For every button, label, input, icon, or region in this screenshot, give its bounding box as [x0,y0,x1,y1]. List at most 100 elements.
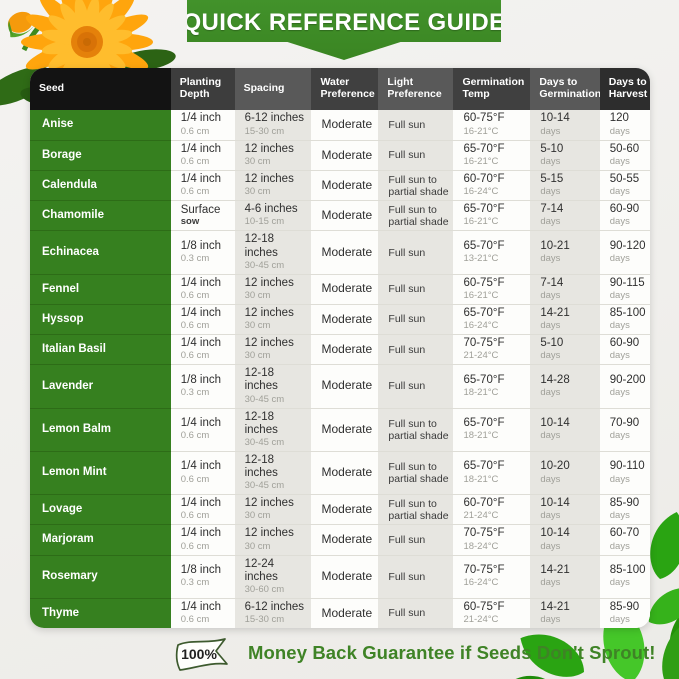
cell-water-preference: Moderate [311,110,379,140]
cell-germination-temp: 65-70°F 13-21°C [453,230,531,274]
cell-germination-temp: 65-70°F 16-24°C [453,303,531,334]
cell-spacing: 6-12 inches 15-30 cm [234,110,312,140]
cell-planting-depth: 1/4 inch 0.6 cm [170,273,235,304]
cell-spacing: 12 inches 30 cm [234,139,312,171]
cell-water-preference: Moderate [311,200,379,231]
cell-days-to-germination: 7-14 days [530,273,600,304]
column-header-seed: Seed [30,68,171,110]
table-row: Borage 1/4 inch 0.6 cm 12 inches 30 cm M… [30,139,650,171]
cell-seed: Borage [30,139,171,171]
cell-planting-depth: 1/4 inch 0.6 cm [170,450,235,495]
cell-seed: Echinacea [30,230,171,274]
cell-water-preference: Moderate [311,494,379,525]
cell-spacing: 12-24 inches 30-60 cm [234,554,312,598]
page-title: QUICK REFERENCE GUIDE [182,9,506,36]
guarantee-text: Money Back Guarantee if Seeds Don't Spro… [248,642,656,663]
cell-days-to-germination: 10-14 days [530,494,600,525]
cell-days-to-germination: 14-21 days [530,554,600,598]
cell-days-to-harvest: 90-115 days [599,273,650,304]
cell-germination-temp: 65-70°F 18-21°C [453,364,531,408]
cell-planting-depth: 1/4 inch 0.6 cm [170,110,235,140]
cell-water-preference: Moderate [311,170,379,201]
table-row: Anise 1/4 inch 0.6 cm 6-12 inches 15-30 … [30,110,650,140]
table-row: Lemon Balm 1/4 inch 0.6 cm 12-18 inches … [30,407,650,451]
cell-germination-temp: 60-75°F 16-21°C [453,273,531,304]
cell-germination-temp: 70-75°F 21-24°C [453,334,531,365]
table-row: Rosemary 1/8 inch 0.3 cm 12-24 inches 30… [30,554,650,598]
cell-germination-temp: 65-70°F 16-21°C [453,200,531,231]
guarantee-banner: 100% Money Back Guarantee if Seeds Don't… [171,633,656,673]
table-row: Hyssop 1/4 inch 0.6 cm 12 inches 30 cm M… [30,303,650,334]
table-row: Italian Basil 1/4 inch 0.6 cm 12 inches … [30,334,650,365]
cell-days-to-germination: 10-20 days [530,450,600,495]
cell-spacing: 12 inches 30 cm [234,494,312,525]
cell-planting-depth: 1/8 inch 0.3 cm [170,554,235,598]
cell-days-to-germination: 14-21 days [530,303,600,334]
cell-days-to-harvest: 90-110 days [599,450,650,495]
cell-spacing: 12 inches 30 cm [234,170,312,201]
cell-spacing: 12 inches 30 cm [234,524,312,555]
cell-spacing: 12 inches 30 cm [234,303,312,334]
cell-germination-temp: 60-75°F 16-21°C [453,110,531,140]
cell-seed: Lovage [30,494,171,525]
cell-days-to-germination: 5-15 days [530,170,600,201]
cell-planting-depth: 1/8 inch 0.3 cm [170,364,235,408]
table-row: Lavender 1/8 inch 0.3 cm 12-18 inches 30… [30,364,650,408]
cell-light-preference: Full sun [378,364,454,408]
cell-light-preference: Full sun [378,524,454,555]
cell-days-to-germination: 10-14 days [530,110,600,140]
cell-light-preference: Full sun [378,110,454,140]
cell-water-preference: Moderate [311,139,379,171]
cell-germination-temp: 60-70°F 21-24°C [453,494,531,525]
cell-planting-depth: 1/8 inch 0.3 cm [170,230,235,274]
cell-water-preference: Moderate [311,273,379,304]
cell-spacing: 12 inches 30 cm [234,334,312,365]
cell-water-preference: Moderate [311,597,379,628]
cell-water-preference: Moderate [311,407,379,451]
cell-planting-depth: 1/4 inch 0.6 cm [170,597,235,628]
cell-light-preference: Full sun to partial shade [378,407,454,451]
cell-germination-temp: 60-70°F 16-24°C [453,170,531,201]
column-header-water-preference: Water Preference [311,68,379,110]
column-header-planting-depth: Planting Depth [170,68,235,110]
cell-days-to-harvest: 85-90 days [599,494,650,525]
table-row: Thyme 1/4 inch 0.6 cm 6-12 inches 15-30 … [30,597,650,628]
cell-days-to-germination: 5-10 days [530,139,600,171]
cell-spacing: 12-18 inches 30-45 cm [234,230,312,274]
cell-seed: Lavender [30,364,171,408]
cell-days-to-harvest: 85-100 days [599,554,650,598]
cell-days-to-harvest: 90-200 days [599,364,650,408]
cell-light-preference: Full sun [378,303,454,334]
cell-light-preference: Full sun [378,597,454,628]
cell-light-preference: Full sun to partial shade [378,494,454,525]
cell-planting-depth: 1/4 inch 0.6 cm [170,303,235,334]
cell-planting-depth: 1/4 inch 0.6 cm [170,407,235,451]
cell-spacing: 12-18 inches 30-45 cm [234,450,312,495]
table-row: Fennel 1/4 inch 0.6 cm 12 inches 30 cm M… [30,273,650,304]
table-row: Calendula 1/4 inch 0.6 cm 12 inches 30 c… [30,170,650,201]
table-header-row: Seed Planting Depth Spacing Water Prefer… [30,68,650,110]
cell-planting-depth: 1/4 inch 0.6 cm [170,139,235,171]
cell-seed: Lemon Mint [30,450,171,495]
guarantee-badge-value: 100% [181,646,217,662]
table-row: Marjoram 1/4 inch 0.6 cm 12 inches 30 cm… [30,524,650,555]
cell-planting-depth: 1/4 inch 0.6 cm [170,170,235,201]
cell-light-preference: Full sun [378,334,454,365]
cell-days-to-harvest: 60-90 days [599,200,650,231]
cell-light-preference: Full sun to partial shade [378,450,454,495]
cell-days-to-harvest: 85-100 days [599,303,650,334]
cell-days-to-harvest: 50-55 days [599,170,650,201]
cell-seed: Calendula [30,170,171,201]
cell-spacing: 12-18 inches 30-45 cm [234,407,312,451]
cell-planting-depth: 1/4 inch 0.6 cm [170,494,235,525]
cell-seed: Thyme [30,597,171,628]
table-body: Anise 1/4 inch 0.6 cm 6-12 inches 15-30 … [30,110,650,628]
cell-light-preference: Full sun to partial shade [378,170,454,201]
cell-days-to-harvest: 120 days [599,110,650,140]
cell-seed: Fennel [30,273,171,304]
cell-water-preference: Moderate [311,334,379,365]
cell-light-preference: Full sun to partial shade [378,200,454,231]
cell-germination-temp: 65-70°F 18-21°C [453,450,531,495]
cell-days-to-harvest: 50-60 days [599,139,650,171]
banner-ribbon: QUICK REFERENCE GUIDE [187,0,501,60]
